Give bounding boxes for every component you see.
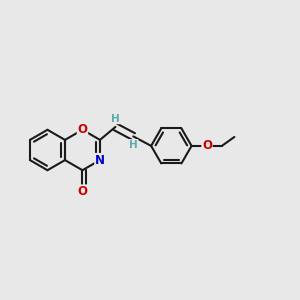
Text: O: O — [202, 140, 212, 152]
Text: H: H — [129, 140, 138, 150]
Text: N: N — [95, 154, 105, 166]
Text: O: O — [77, 185, 88, 198]
Text: H: H — [111, 114, 120, 124]
Text: O: O — [77, 123, 88, 136]
